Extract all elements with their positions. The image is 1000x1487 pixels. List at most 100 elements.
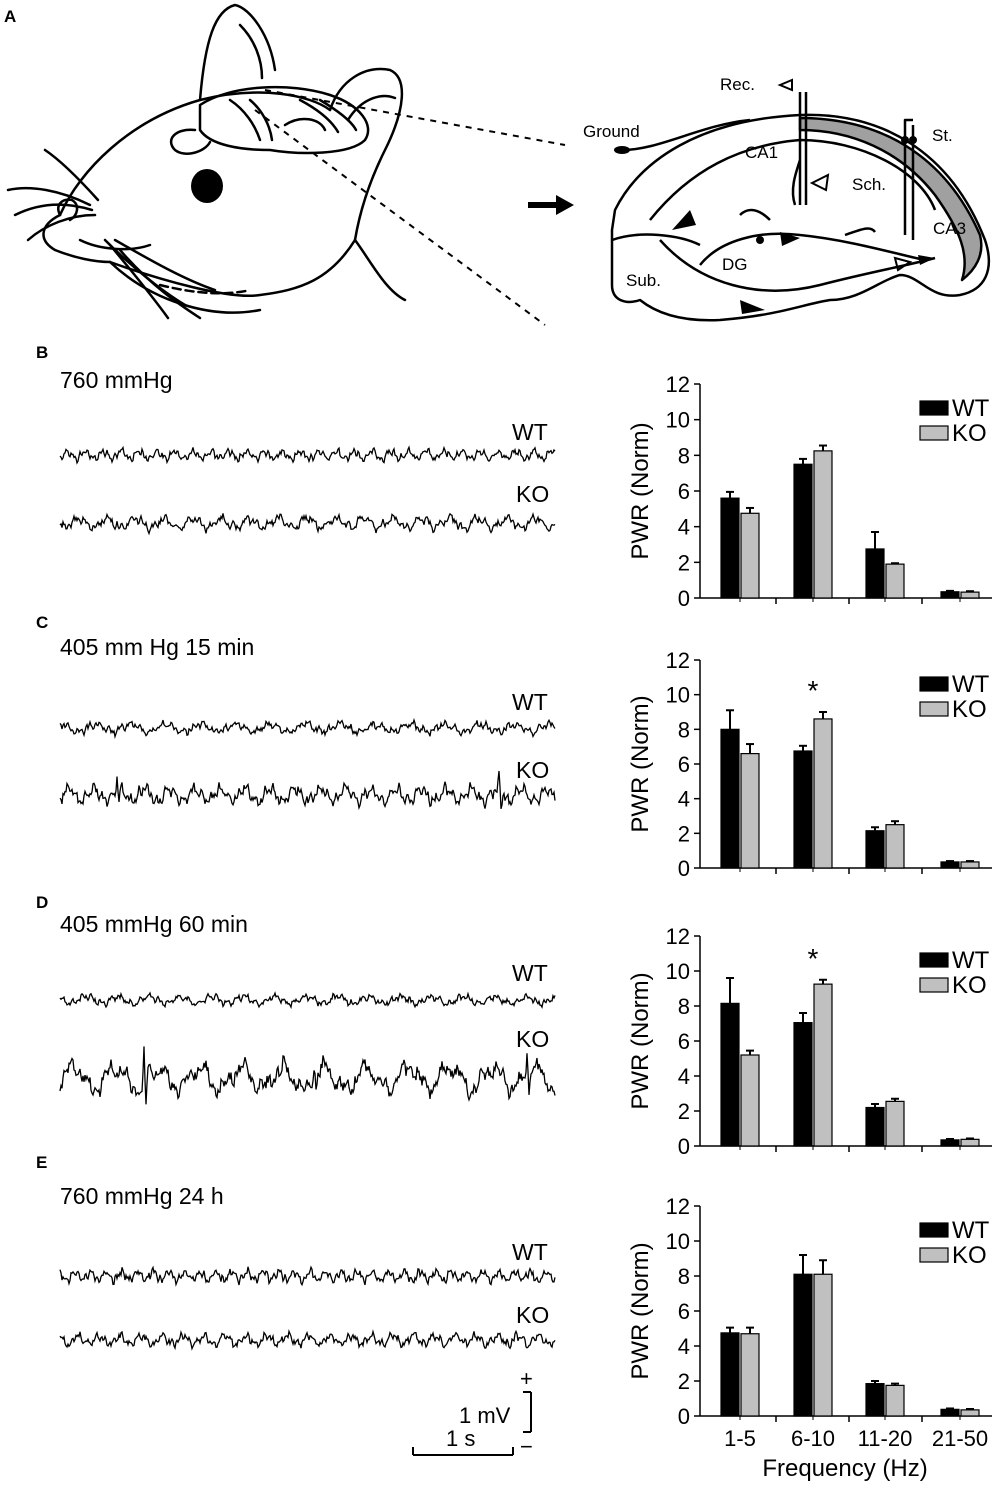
y-tick-label: 6 bbox=[678, 1029, 690, 1054]
y-tick-label: 4 bbox=[678, 787, 690, 812]
legend-label-ko: KO bbox=[952, 420, 987, 447]
y-tick-label: 8 bbox=[678, 443, 690, 468]
bar-ko bbox=[740, 1054, 760, 1147]
y-axis-label: PWR (Norm) bbox=[627, 695, 654, 832]
bar-wt bbox=[793, 1273, 813, 1417]
eeg-trace-wt bbox=[59, 717, 556, 740]
eeg-trace-wt bbox=[59, 991, 556, 1010]
y-tick-label: 12 bbox=[666, 648, 690, 673]
y-tick-label: 0 bbox=[678, 856, 690, 881]
panel-label-c: C bbox=[36, 613, 48, 632]
legend-label-ko: KO bbox=[952, 972, 987, 999]
bar-ko bbox=[885, 1384, 905, 1417]
y-tick-label: 10 bbox=[666, 959, 690, 984]
bar-wt bbox=[865, 830, 885, 869]
bar-wt bbox=[720, 1332, 740, 1417]
time-scale-label: 1 s bbox=[446, 1426, 475, 1451]
panel-label-d: D bbox=[36, 893, 48, 912]
diagram-label-ground: Ground bbox=[583, 122, 640, 141]
ca3-neuron-icon bbox=[893, 256, 913, 272]
bar-wt bbox=[865, 548, 885, 599]
rat-brain bbox=[198, 85, 370, 155]
y-tick-label: 2 bbox=[678, 1099, 690, 1124]
legend-swatch-ko bbox=[919, 425, 949, 441]
y-tick-label: 4 bbox=[678, 1064, 690, 1089]
bar-wt bbox=[793, 750, 813, 869]
legend-swatch-wt bbox=[919, 1222, 949, 1238]
rat-eye bbox=[191, 169, 223, 203]
legend-label-wt: WT bbox=[952, 395, 990, 422]
bar-ko bbox=[885, 1100, 905, 1147]
y-tick-label: 8 bbox=[678, 994, 690, 1019]
bar-wt bbox=[720, 497, 740, 599]
eeg-trace-ko bbox=[59, 1328, 556, 1351]
trace-label-ko-b: KO bbox=[516, 481, 549, 507]
projection-lines bbox=[254, 89, 566, 326]
y-tick-label: 4 bbox=[678, 515, 690, 540]
legend-label-wt: WT bbox=[952, 671, 990, 698]
bar-wt bbox=[940, 1139, 960, 1147]
panel-label-e: E bbox=[36, 1153, 47, 1172]
slice-band bbox=[798, 116, 983, 282]
condition-label-e: 760 mmHg 24 h bbox=[60, 1183, 224, 1209]
significance-marker: * bbox=[808, 943, 819, 974]
diagram-label-sub: Sub. bbox=[626, 271, 661, 290]
condition-label-b: 760 mmHg bbox=[60, 367, 172, 393]
trace-label-wt-b: WT bbox=[512, 419, 548, 445]
ca1-neuron-icon bbox=[809, 173, 830, 192]
hippocampal-slice-diagram bbox=[610, 92, 991, 322]
bar-ko bbox=[740, 512, 760, 599]
y-axis-label: PWR (Norm) bbox=[627, 972, 654, 1109]
legend-swatch-ko bbox=[919, 977, 949, 993]
diagram-label-ca3: CA3 bbox=[933, 219, 966, 238]
legend-swatch-ko bbox=[919, 701, 949, 717]
y-tick-label: 6 bbox=[678, 1299, 690, 1324]
legend-swatch-wt bbox=[919, 400, 949, 416]
diagram-label-ca1: CA1 bbox=[745, 143, 778, 162]
y-tick-label: 2 bbox=[678, 550, 690, 575]
arrow-icon bbox=[528, 195, 574, 215]
rat-nose bbox=[57, 198, 79, 222]
bar-wt bbox=[793, 1022, 813, 1147]
trace-label-wt-e: WT bbox=[512, 1239, 548, 1265]
legend-label-ko: KO bbox=[952, 1242, 987, 1269]
y-tick-label: 12 bbox=[666, 1194, 690, 1219]
bar-ko bbox=[813, 1273, 833, 1417]
eeg-trace-ko bbox=[59, 1046, 556, 1105]
y-tick-label: 8 bbox=[678, 1264, 690, 1289]
condition-label-d: 405 mmHg 60 min bbox=[60, 911, 248, 937]
x-tick-label: 1-5 bbox=[724, 1426, 756, 1451]
y-tick-label: 6 bbox=[678, 752, 690, 777]
bar-ko bbox=[885, 824, 905, 869]
rat-ear-back bbox=[198, 3, 277, 102]
voltage-scale-plus: + bbox=[520, 1366, 533, 1391]
trace-label-ko-c: KO bbox=[516, 757, 549, 783]
y-tick-label: 0 bbox=[678, 1134, 690, 1159]
bar-wt bbox=[720, 728, 740, 869]
y-tick-label: 10 bbox=[666, 683, 690, 708]
panel-label-b: B bbox=[36, 343, 48, 362]
bar-ko bbox=[960, 591, 980, 599]
bar-wt bbox=[865, 1106, 885, 1147]
y-axis-label: PWR (Norm) bbox=[627, 422, 654, 559]
x-tick-label: 6-10 bbox=[791, 1426, 835, 1451]
eeg-trace-ko bbox=[59, 770, 556, 811]
y-tick-label: 12 bbox=[666, 924, 690, 949]
significance-marker: * bbox=[808, 675, 819, 706]
eeg-trace-wt bbox=[59, 445, 556, 465]
y-tick-label: 2 bbox=[678, 821, 690, 846]
trace-label-ko-d: KO bbox=[516, 1026, 549, 1052]
bar-wt bbox=[940, 861, 960, 869]
bar-ko bbox=[885, 563, 905, 599]
diagram-label-rec: Rec. bbox=[720, 75, 755, 94]
diagram-label-st: St. bbox=[932, 126, 953, 145]
legend-label-wt: WT bbox=[952, 947, 990, 974]
rat-head-drawing bbox=[6, 3, 407, 320]
x-tick-label: 11-20 bbox=[858, 1426, 913, 1451]
diagram-label-dg: DG bbox=[722, 255, 748, 274]
y-tick-label: 6 bbox=[678, 479, 690, 504]
